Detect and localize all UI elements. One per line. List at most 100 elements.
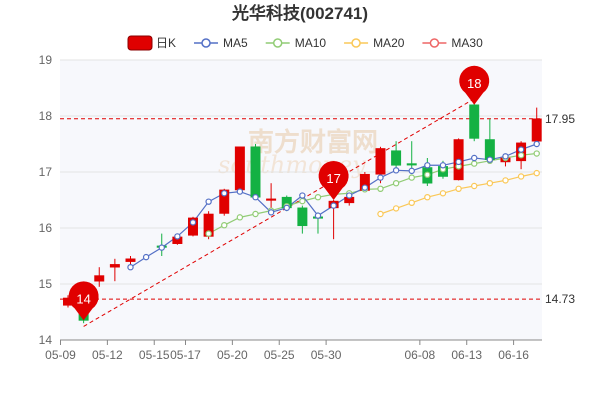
candle-body — [125, 258, 136, 262]
ma5-point — [330, 202, 337, 209]
ma5-point — [424, 162, 431, 169]
candle-body — [94, 275, 105, 282]
candle-body — [188, 217, 198, 236]
y-tick-label: 19 — [39, 53, 53, 67]
y-axis: 14 15 16 17 18 19 — [39, 53, 53, 347]
legend-marker-swatch — [351, 38, 361, 48]
ma10-point — [252, 210, 259, 218]
ma5-point — [377, 174, 384, 181]
ma20-point — [486, 179, 494, 187]
ma5-point — [502, 153, 509, 160]
ma5-point — [221, 190, 228, 197]
ma20-point — [533, 169, 540, 177]
legend-marker-swatch — [272, 38, 283, 48]
ma10-point — [471, 160, 478, 167]
ma10-point — [221, 221, 228, 229]
ma10-point — [533, 150, 540, 157]
legend-marker-swatch — [201, 38, 211, 48]
reference-line-label: 17.95 — [545, 112, 575, 126]
ma10-point — [236, 214, 244, 221]
candle-body — [375, 148, 386, 175]
ma5-point — [408, 167, 415, 175]
ma5-point — [283, 204, 290, 212]
ma10-point — [408, 174, 415, 181]
ma20-point — [408, 199, 415, 206]
candle-body — [406, 163, 417, 166]
legend-item[interactable]: MA5 — [194, 36, 248, 50]
price-pin: 14 — [68, 281, 99, 321]
pin-label: 14 — [76, 291, 90, 306]
ma5-point — [142, 253, 150, 261]
ma5-point — [455, 158, 462, 166]
ma5-point — [392, 167, 400, 174]
ma20-point — [439, 190, 447, 197]
legend-label: MA30 — [451, 36, 483, 50]
pin-shape — [68, 281, 99, 321]
ma5-point — [299, 192, 306, 199]
candle-body — [391, 150, 402, 166]
ma10-point — [517, 151, 525, 159]
y-tick-label: 15 — [39, 277, 53, 291]
candle-body — [250, 146, 261, 198]
legend-label: MA5 — [223, 36, 248, 50]
legend-item[interactable]: MA20 — [344, 36, 405, 50]
legend-item[interactable]: MA10 — [265, 36, 327, 50]
y-tick-label: 14 — [39, 333, 53, 347]
ma5-point — [189, 219, 197, 226]
candle — [391, 141, 402, 170]
ma20-point — [502, 177, 509, 184]
reference-lines: 17.95 14.73 — [60, 112, 575, 306]
candle — [469, 102, 480, 142]
pin-label: 17 — [326, 171, 340, 186]
ma20-point — [424, 193, 431, 201]
price-markers: 14 17 18 — [68, 65, 490, 321]
ma10-point — [314, 193, 322, 201]
candle — [297, 205, 308, 234]
ma5-point — [517, 146, 525, 153]
y-tick-label: 18 — [39, 109, 53, 123]
x-tick-label: 05-12 — [92, 348, 123, 362]
ma20-point — [517, 173, 525, 180]
ma5-point — [346, 192, 353, 199]
ma20-point — [471, 182, 478, 190]
watermark-text: 南方财富网 — [248, 127, 378, 158]
ma5-point — [158, 244, 165, 251]
x-tick-label: 06-08 — [405, 348, 436, 362]
ma5-point — [205, 198, 212, 205]
candle-body — [266, 198, 277, 201]
chart-legend[interactable]: 日K MA5 MA10 MA20 MA30 — [127, 35, 483, 51]
x-tick-label: 06-16 — [498, 348, 529, 362]
candle — [250, 144, 261, 200]
pin-label: 18 — [467, 76, 481, 91]
legend-candle-swatch — [127, 35, 153, 51]
ma5-point — [471, 154, 478, 162]
price-pin: 17 — [318, 161, 349, 200]
candle-body — [531, 118, 542, 142]
x-tick-label: 05-17 — [170, 348, 201, 362]
legend-item[interactable]: 日K — [127, 35, 176, 51]
ma5-point — [439, 162, 447, 169]
x-tick-label: 05-30 — [311, 348, 342, 362]
x-tick-label: 05-15 — [139, 348, 170, 362]
pin-shape — [318, 161, 349, 200]
ma10-point — [377, 185, 384, 192]
ma5-point — [533, 140, 540, 148]
candle-body — [234, 146, 245, 191]
legend-label: 日K — [156, 36, 176, 50]
trend-line-segment — [83, 98, 475, 327]
legend-item[interactable]: MA30 — [422, 36, 483, 50]
chart-title: 光华科技(002741) — [231, 3, 368, 23]
ma5-point — [252, 193, 259, 201]
candle — [94, 267, 105, 287]
y-tick-label: 16 — [39, 221, 53, 235]
x-tick-label: 05-09 — [45, 348, 76, 362]
candle — [266, 183, 277, 209]
x-tick-label: 05-25 — [264, 348, 295, 362]
ma5-point — [314, 212, 322, 219]
moving-average-points — [127, 140, 540, 271]
trend-line — [83, 98, 475, 327]
ma10-point — [424, 171, 431, 178]
ma5-point — [236, 188, 244, 195]
candle-body — [297, 207, 308, 227]
